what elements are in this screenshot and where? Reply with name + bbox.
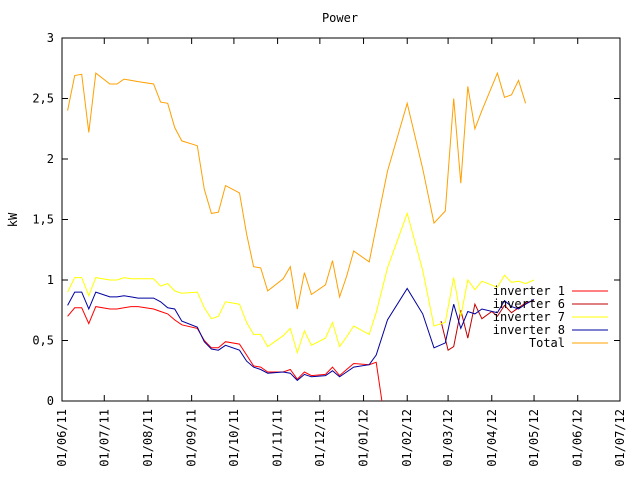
x-tick-label: 01/06/12 [571,409,585,467]
x-tick-label: 01/08/11 [141,409,155,467]
y-axis: 0 0,5 1 1,5 2 2,5 3 [32,31,620,408]
legend-label: inverter 6 [493,297,565,311]
series-line [67,71,527,310]
y-tick-label: 0 [47,394,54,408]
series-lines [67,71,535,402]
y-tick-label: 0,5 [32,334,54,348]
x-tick-label: 01/06/11 [55,409,69,467]
x-tick-label: 01/01/12 [357,409,371,467]
y-tick-label: 3 [47,31,54,45]
legend-label: inverter 8 [493,323,565,337]
y-tick-label: 2,5 [32,92,54,106]
x-axis: 01/06/11 01/07/11 01/08/11 01/09/11 01/10/11… [55,38,627,467]
x-tick-label: 01/09/11 [185,409,199,467]
x-tick-label: 01/07/11 [97,409,111,467]
x-tick-label: 01/07/12 [613,409,627,467]
y-tick-label: 1,5 [32,213,54,227]
x-tick-label: 01/10/11 [227,409,241,467]
series-line [67,306,383,402]
y-tick-label: 1 [47,273,54,287]
legend-label: inverter 7 [493,310,565,324]
legend-label: Total [529,336,565,350]
y-axis-label: kW [6,212,20,227]
x-tick-label: 01/11/11 [271,409,285,467]
x-tick-label: 01/03/12 [441,409,455,467]
x-tick-label: 01/05/12 [527,409,541,467]
x-tick-label: 01/04/12 [485,409,499,467]
x-tick-label: 01/12/11 [313,409,327,467]
series-line [67,287,535,382]
series-line [67,211,535,355]
y-tick-label: 2 [47,152,54,166]
chart-title: Power [322,11,358,25]
x-tick-label: 01/02/12 [400,409,414,467]
legend-label: inverter 1 [493,284,565,298]
